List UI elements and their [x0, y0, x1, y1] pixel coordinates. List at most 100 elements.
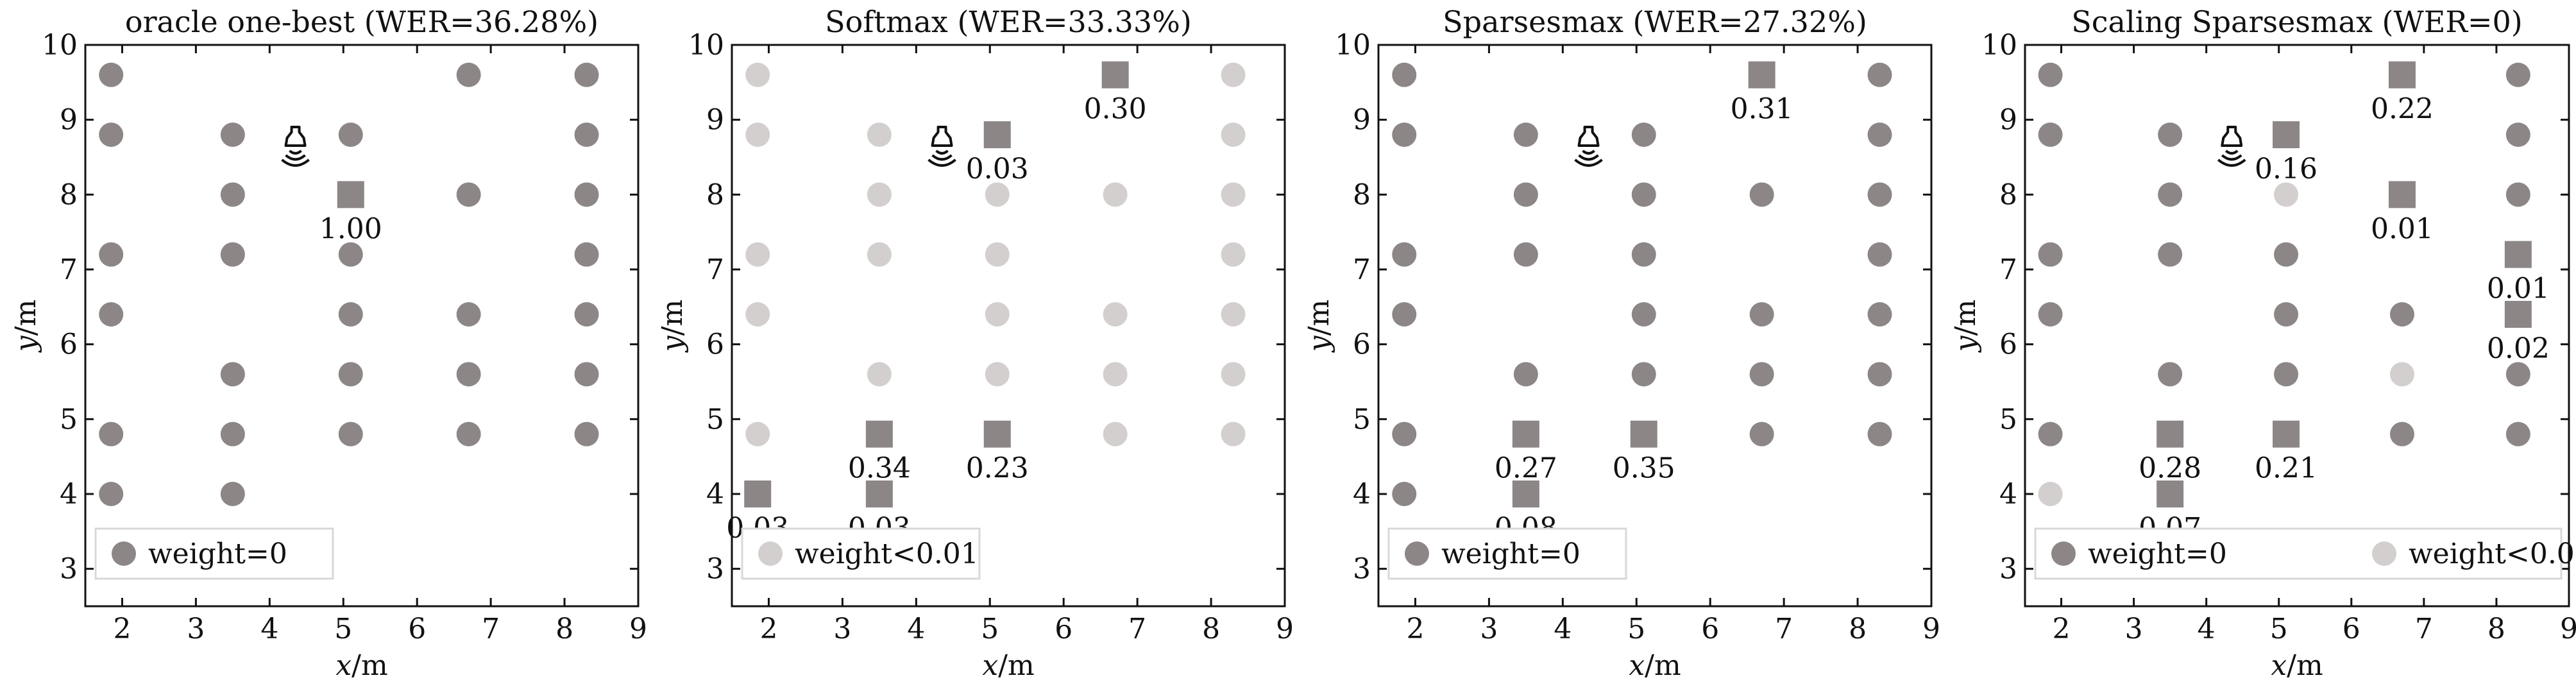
- data-point-weight-zero: [220, 362, 245, 387]
- microphone-weight-square: [2504, 301, 2532, 328]
- data-point-weight-small: [1103, 421, 1128, 447]
- data-point-weight-zero: [574, 182, 599, 207]
- x-axis-label: x/m: [1629, 649, 1681, 682]
- weight-label: 1.00: [319, 212, 382, 245]
- y-tick-label: 8: [60, 178, 78, 211]
- weight-label: 0.16: [2255, 153, 2318, 185]
- x-tick-label: 2: [2053, 613, 2071, 645]
- data-point-weight-small: [1221, 421, 1246, 447]
- data-point-weight-zero: [1867, 182, 1892, 207]
- speaker-body: [931, 126, 953, 147]
- legend-label: weight<0.01: [795, 538, 979, 570]
- legend-label: weight=0: [1441, 538, 1580, 570]
- data-point-weight-zero: [2389, 302, 2414, 327]
- legend: weight=0 weight<0.01: [2034, 527, 2576, 580]
- x-tick-label: 8: [555, 613, 573, 645]
- microphone-weight-square: [983, 420, 1011, 448]
- weight-label: 0.27: [1495, 452, 1557, 485]
- data-point-weight-zero: [2274, 242, 2299, 267]
- y-tick-label: 9: [1999, 104, 2017, 137]
- y-tick-label: 9: [1353, 104, 1371, 137]
- data-point-weight-zero: [2158, 242, 2183, 267]
- data-point-weight-zero: [1513, 362, 1538, 387]
- microphone-weight-square: [1748, 61, 1775, 89]
- data-point-weight-small: [867, 123, 892, 147]
- data-point-weight-zero: [2505, 62, 2530, 87]
- x-tick-label: 6: [1701, 613, 1719, 645]
- speaker-icon: [281, 126, 310, 167]
- data-point-weight-small: [1221, 362, 1246, 387]
- weight-label: 0.23: [966, 452, 1029, 485]
- y-tick-label: 6: [1999, 328, 2017, 361]
- data-point-weight-zero: [1631, 302, 1656, 327]
- microphone-weight-square: [1512, 420, 1539, 448]
- chart-panel-2: Softmax (WER=33.33%) 2 3 4 5 6 7 8 9 3 4 5 6 7 8 9 10 x/m…: [656, 4, 1294, 682]
- speaker-wave-2: [931, 154, 953, 161]
- y-axis-unit: /m: [1303, 300, 1335, 336]
- y-tick-label: 10: [42, 29, 78, 62]
- data-point-weight-small: [745, 242, 770, 267]
- data-point-weight-zero: [574, 421, 599, 447]
- data-point-weight-small: [1103, 302, 1128, 327]
- x-tick-label: 4: [260, 613, 278, 645]
- y-axis-label: y/m: [1303, 300, 1335, 353]
- x-tick-label: 5: [981, 613, 999, 645]
- data-point-weight-zero: [1631, 182, 1656, 207]
- x-axis-label: x/m: [2271, 649, 2323, 682]
- y-tick-label: 6: [706, 328, 724, 361]
- data-point-weight-zero: [2505, 182, 2530, 207]
- x-tick-label: 5: [1627, 613, 1645, 645]
- y-axis-var: y: [1949, 335, 1982, 353]
- data-point-weight-zero: [456, 421, 481, 447]
- speaker-wave-1: [935, 149, 949, 155]
- microphone-weight-square: [2504, 241, 2532, 268]
- data-point-weight-zero: [1631, 123, 1656, 147]
- y-tick-label: 3: [1353, 553, 1371, 586]
- x-axis-var: x: [1629, 649, 1645, 682]
- y-tick-label: 7: [1353, 253, 1371, 286]
- data-point-weight-small: [985, 242, 1010, 267]
- x-tick-label: 9: [1276, 613, 1294, 645]
- legend-label: weight<0.01: [2409, 538, 2576, 570]
- data-point-weight-small: [985, 362, 1010, 387]
- y-tick-label: 9: [706, 104, 724, 137]
- microphone-weight-square: [337, 181, 364, 208]
- data-point-weight-zero: [99, 482, 124, 506]
- data-point-weight-zero: [220, 182, 245, 207]
- weight-label: 0.01: [2371, 212, 2434, 245]
- x-tick-label: 8: [1202, 613, 1220, 645]
- data-point-weight-zero: [2389, 421, 2414, 447]
- y-tick-label: 5: [60, 403, 78, 436]
- x-axis-label: x/m: [335, 649, 387, 682]
- x-tick-label: 9: [2560, 613, 2576, 645]
- data-point-weight-zero: [220, 123, 245, 147]
- y-tick-label: 6: [1353, 328, 1371, 361]
- x-tick-label: 3: [1480, 613, 1498, 645]
- x-tick-label: 2: [1406, 613, 1424, 645]
- y-axis-unit: /m: [10, 300, 42, 336]
- data-point-weight-zero: [1867, 302, 1892, 327]
- data-point-weight-zero: [574, 242, 599, 267]
- y-axis-label: y/m: [656, 300, 689, 353]
- y-tick-label: 5: [1353, 403, 1371, 436]
- y-tick-label: 4: [1353, 478, 1371, 511]
- x-tick-label: 5: [334, 613, 352, 645]
- data-point-weight-zero: [220, 242, 245, 267]
- data-point-weight-zero: [220, 482, 245, 506]
- data-point-weight-small: [985, 302, 1010, 327]
- x-axis-var: x: [2271, 649, 2287, 682]
- data-point-weight-zero: [1631, 362, 1656, 387]
- data-point-weight-zero: [1513, 242, 1538, 267]
- y-tick-label: 5: [706, 403, 724, 436]
- weight-label: 0.02: [2487, 332, 2550, 365]
- data-point-weight-zero: [2274, 302, 2299, 327]
- y-tick-label: 6: [60, 328, 78, 361]
- data-point-weight-zero: [338, 123, 363, 147]
- data-point-weight-zero: [1392, 421, 1417, 447]
- data-point-weight-zero: [220, 421, 245, 447]
- data-point-weight-zero: [1392, 62, 1417, 87]
- x-tick-label: 4: [1554, 613, 1572, 645]
- chart-title: Scaling Sparsesmax (WER=0): [2071, 4, 2522, 39]
- microphone-weight-square: [2388, 181, 2416, 208]
